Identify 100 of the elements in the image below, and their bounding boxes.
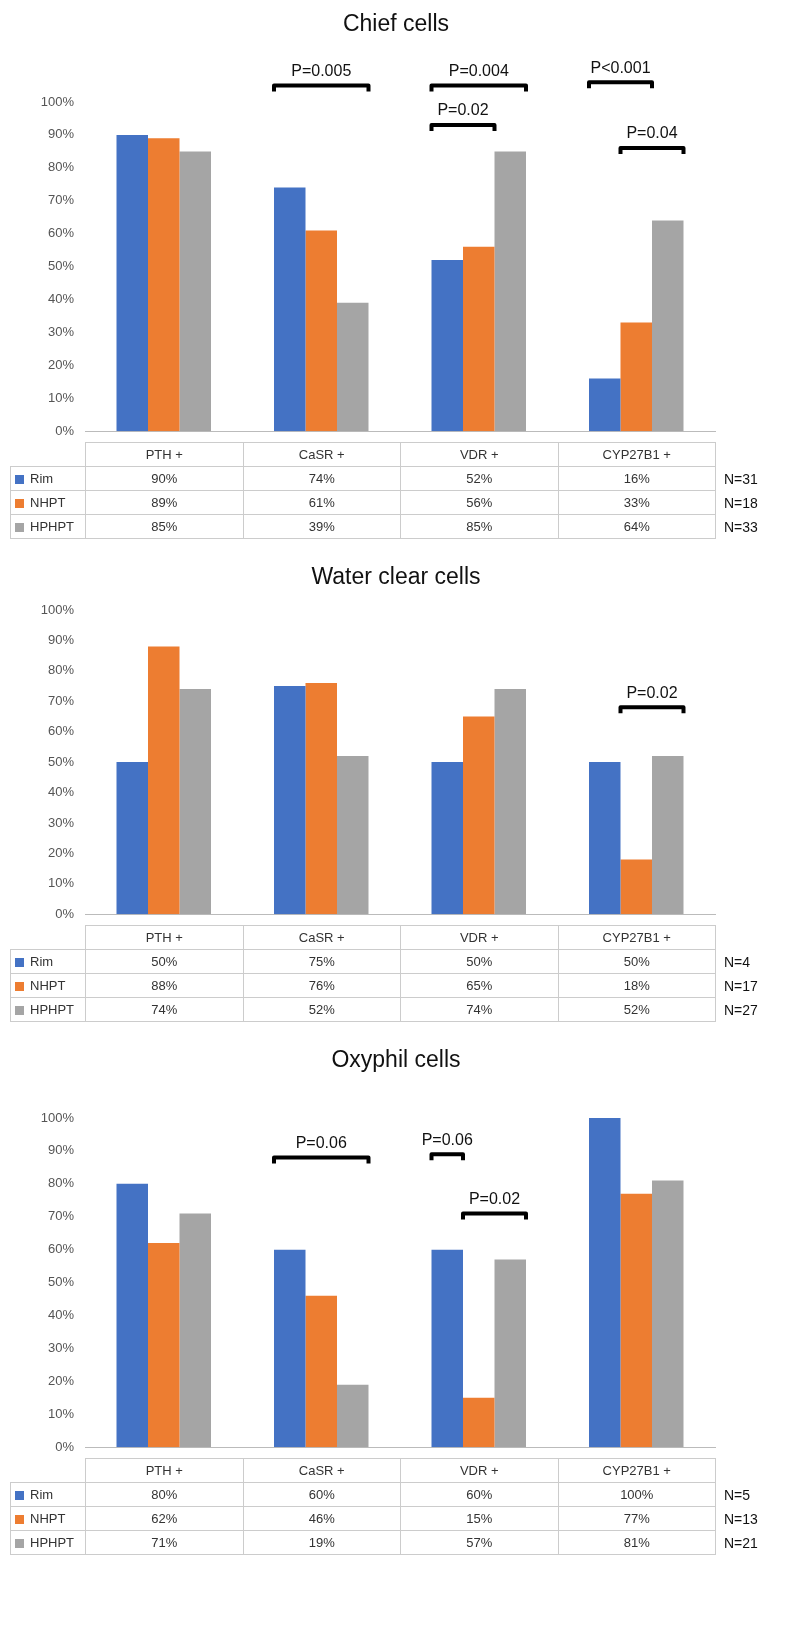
data-label: 65% <box>400 973 558 998</box>
category-label: CaSR + <box>298 1463 345 1478</box>
y-tick-label: 20% <box>47 356 75 372</box>
bar <box>148 646 180 915</box>
y-tick-label: 100% <box>40 1109 75 1125</box>
y-tick-label: 40% <box>47 784 75 800</box>
bar <box>337 756 369 915</box>
data-label: 74% <box>400 997 558 1022</box>
bar <box>274 686 306 915</box>
annotation: P=0.06 <box>421 1130 473 1148</box>
bar <box>179 689 211 915</box>
chart-title: Water clear cells <box>310 562 482 591</box>
bar <box>305 683 337 915</box>
data-label: 80% <box>85 1482 243 1507</box>
bar <box>589 762 621 915</box>
bar <box>337 302 369 432</box>
data-label: 85% <box>85 514 243 539</box>
text: N=31 <box>723 469 759 489</box>
data-label: 74% <box>85 997 243 1022</box>
y-tick-label: 100% <box>40 93 75 109</box>
bar <box>463 1397 495 1448</box>
data-label: 85% <box>400 514 558 539</box>
y-tick-label: 100% <box>40 601 75 617</box>
bar <box>620 859 652 915</box>
annotation: P=0.06 <box>295 1133 347 1151</box>
text: P=0.004 <box>448 61 509 79</box>
y-tick-label: 70% <box>47 1208 75 1224</box>
category-label: CaSR + <box>298 930 345 945</box>
data-label: 89% <box>85 490 243 515</box>
y-tick-label: 30% <box>47 324 75 340</box>
data-label: 57% <box>400 1530 558 1555</box>
bar <box>431 762 463 915</box>
category-label: CYP27B1 + <box>602 447 671 462</box>
legend-label: NHPT <box>10 973 86 998</box>
y-tick-label: 90% <box>47 126 75 142</box>
bar <box>494 1259 526 1448</box>
y-tick-label: 50% <box>47 258 75 274</box>
y-tick-label: 60% <box>47 723 75 739</box>
data-label: 62% <box>85 1506 243 1531</box>
data-label: 50% <box>400 949 558 974</box>
annotation: P=0.02 <box>437 101 489 119</box>
legend-label: Rim <box>10 1482 86 1507</box>
data-label: 52% <box>558 997 716 1022</box>
bar <box>494 151 526 432</box>
bar <box>116 134 148 432</box>
data-label: 75% <box>243 949 401 974</box>
y-tick-label: 60% <box>47 1241 75 1257</box>
category-label: VDR + <box>459 930 499 945</box>
category-label: PTH + <box>145 930 183 945</box>
data-label: 100% <box>558 1482 716 1507</box>
y-tick-label: 80% <box>47 1175 75 1191</box>
bar <box>620 322 652 432</box>
data-label: 39% <box>243 514 401 539</box>
data-label: 71% <box>85 1530 243 1555</box>
y-tick-label: 90% <box>47 1142 75 1158</box>
category-label: PTH + <box>145 1463 183 1478</box>
bar <box>274 187 306 432</box>
y-tick-label: 80% <box>47 662 75 678</box>
text: N=13 <box>723 1509 759 1529</box>
bar <box>179 151 211 432</box>
legend-label: NHPT <box>10 1506 86 1531</box>
legend-label: NHPT <box>10 490 86 515</box>
bar <box>589 378 621 432</box>
chart-title: Chief cells <box>341 9 451 38</box>
bar <box>148 138 180 432</box>
y-tick-label: 40% <box>47 1307 75 1323</box>
data-label: 52% <box>243 997 401 1022</box>
data-label: 77% <box>558 1506 716 1531</box>
bar <box>337 1384 369 1448</box>
bar <box>305 1295 337 1448</box>
text: N=33 <box>723 517 759 537</box>
y-tick-label: 30% <box>47 814 75 830</box>
y-tick-label: 0% <box>55 1438 75 1454</box>
bar <box>652 756 684 915</box>
text: N=4 <box>723 952 752 972</box>
bar <box>148 1243 180 1448</box>
bar <box>652 1180 684 1448</box>
data-label: 60% <box>243 1482 401 1507</box>
y-tick-label: 10% <box>47 389 75 405</box>
y-tick-label: 20% <box>47 844 75 860</box>
category-label: VDR + <box>459 1463 499 1478</box>
y-tick-label: 20% <box>47 1372 75 1388</box>
bar <box>652 220 684 432</box>
data-label: 56% <box>400 490 558 515</box>
y-tick-label: 10% <box>47 1405 75 1421</box>
annotation: P=0.02 <box>626 683 678 701</box>
data-label: 81% <box>558 1530 716 1555</box>
y-tick-label: 30% <box>47 1340 75 1356</box>
text: N=17 <box>723 976 759 996</box>
data-label: 19% <box>243 1530 401 1555</box>
y-tick-label: 0% <box>55 905 75 921</box>
y-tick-label: 80% <box>47 159 75 175</box>
data-label: 76% <box>243 973 401 998</box>
bar <box>274 1249 306 1448</box>
annotation: P=0.04 <box>626 124 678 142</box>
data-label: 74% <box>243 466 401 491</box>
y-tick-label: 50% <box>47 753 75 769</box>
bar <box>463 246 495 432</box>
category-label: CYP27B1 + <box>602 1463 671 1478</box>
y-tick-label: 0% <box>55 422 75 438</box>
